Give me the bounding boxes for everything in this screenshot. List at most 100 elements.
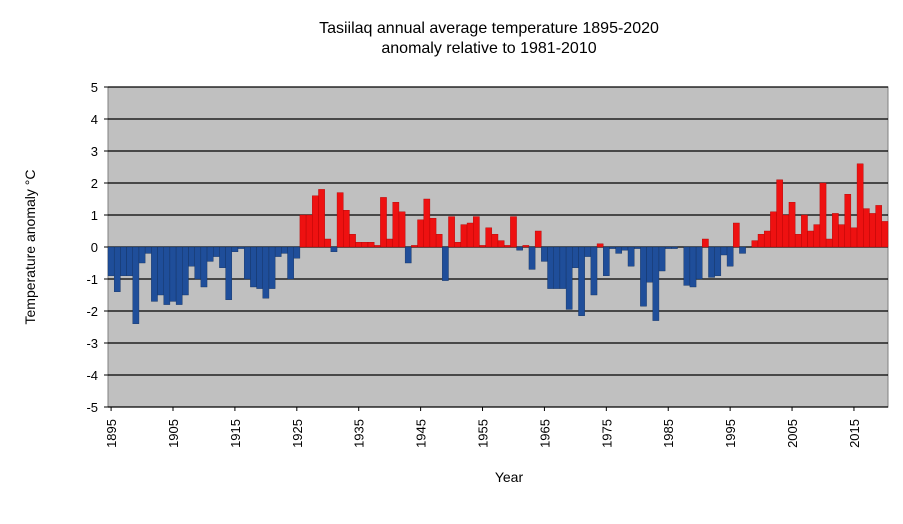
bar-1957 xyxy=(491,233,499,248)
bar-1895 xyxy=(107,246,115,276)
x-tick-label: 1905 xyxy=(166,419,181,448)
bar-1936 xyxy=(361,241,369,248)
bar-2001 xyxy=(763,230,771,248)
y-tick-label: -4 xyxy=(86,368,98,383)
x-tick-labels: 1895 1905 1915 1925 1935 1945 1955 1965 1975 1985… xyxy=(104,407,862,448)
bar-1900 xyxy=(138,246,146,264)
bar-1934 xyxy=(349,233,356,248)
bar-1960 xyxy=(510,216,517,248)
bar-1989 xyxy=(689,246,697,288)
bar-1965 xyxy=(541,246,548,262)
bar-1927 xyxy=(305,214,313,248)
bar-1994 xyxy=(720,246,728,256)
x-tick-label: 1965 xyxy=(537,419,552,448)
bar-1932 xyxy=(336,192,344,248)
bar-1978 xyxy=(621,246,629,251)
bar-1928 xyxy=(312,195,319,248)
bar-1921 xyxy=(268,246,276,289)
bar-1985 xyxy=(664,246,672,249)
bar-1910 xyxy=(200,246,208,288)
y-tick-label: -2 xyxy=(86,304,98,319)
bar-1972 xyxy=(584,246,592,257)
bar-2016 xyxy=(856,163,864,248)
x-tick-label: 1935 xyxy=(352,419,367,448)
x-tick-label: 2005 xyxy=(785,419,800,448)
bar-1979 xyxy=(627,246,635,267)
bar-1993 xyxy=(714,246,722,276)
bar-1904 xyxy=(163,246,171,305)
bar-1976 xyxy=(609,246,616,249)
x-tick-label: 1985 xyxy=(661,419,676,448)
bar-2006 xyxy=(794,233,802,248)
bar-2019 xyxy=(875,205,883,248)
bar-1913 xyxy=(219,246,226,268)
bar-1918 xyxy=(250,246,257,288)
y-tick-label: 5 xyxy=(91,80,98,95)
bar-1986 xyxy=(671,246,678,249)
bar-1996 xyxy=(733,222,740,248)
chart-subtitle: anomaly relative to 1981-2010 xyxy=(381,40,596,57)
x-tick-label: 1925 xyxy=(290,419,305,448)
bar-1909 xyxy=(194,246,202,280)
y-tick-label: 1 xyxy=(91,208,98,223)
bar-2014 xyxy=(844,193,852,248)
bar-2003 xyxy=(776,179,783,248)
bar-1901 xyxy=(144,246,152,254)
bar-2018 xyxy=(869,213,876,248)
bar-2010 xyxy=(819,182,827,248)
y-tick-label: -3 xyxy=(86,336,98,351)
bar-1990 xyxy=(695,246,703,280)
x-tick-label: 2015 xyxy=(847,419,862,448)
bar-1956 xyxy=(485,227,493,248)
bar-1988 xyxy=(683,246,691,286)
bar-1969 xyxy=(565,246,573,310)
bar-1930 xyxy=(324,238,332,248)
bar-1967 xyxy=(553,246,561,289)
bar-1915 xyxy=(231,246,239,253)
bar-1973 xyxy=(590,246,598,296)
bar-1945 xyxy=(417,219,424,248)
bars xyxy=(107,163,889,325)
bar-1968 xyxy=(559,246,567,289)
bar-1962 xyxy=(522,245,530,248)
bar-1912 xyxy=(213,246,220,257)
bar-1926 xyxy=(299,214,307,248)
bar-1999 xyxy=(751,240,759,248)
bar-2012 xyxy=(832,213,839,248)
bar-2011 xyxy=(825,238,833,248)
bar-1941 xyxy=(392,201,400,248)
bar-1919 xyxy=(256,246,263,289)
x-axis-title: Year xyxy=(495,469,524,485)
bar-1908 xyxy=(188,246,195,267)
bar-1929 xyxy=(318,189,325,248)
bar-1992 xyxy=(708,246,715,278)
bar-1981 xyxy=(640,246,647,307)
bar-2017 xyxy=(863,208,870,248)
bar-2009 xyxy=(813,224,821,248)
bar-1974 xyxy=(596,243,604,248)
y-tick-label: 3 xyxy=(91,144,98,159)
bar-2005 xyxy=(788,201,796,248)
bar-1983 xyxy=(652,246,660,321)
y-tick-label: -1 xyxy=(86,272,98,287)
bar-1977 xyxy=(615,246,623,254)
bar-1966 xyxy=(547,246,554,289)
bar-1907 xyxy=(182,246,189,296)
bar-1942 xyxy=(398,211,406,248)
bar-1948 xyxy=(435,233,443,248)
y-tick-label: 2 xyxy=(91,176,98,191)
bar-2008 xyxy=(807,230,814,248)
y-axis-title: Temperature anomaly °C xyxy=(22,170,38,325)
bar-1896 xyxy=(113,246,121,292)
bar-1959 xyxy=(503,245,511,248)
bar-1991 xyxy=(702,238,709,248)
y-tick-labels: 5 4 3 2 1 0 -1 -2 -3 -4 -5 xyxy=(86,80,108,415)
bar-1997 xyxy=(739,246,746,254)
bar-1902 xyxy=(151,246,158,302)
chart-title: Tasiilaq annual average temperature 1895… xyxy=(319,20,659,37)
bar-2007 xyxy=(801,214,808,248)
bar-1903 xyxy=(157,246,164,296)
bar-1944 xyxy=(411,245,418,248)
bar-1914 xyxy=(225,246,233,300)
